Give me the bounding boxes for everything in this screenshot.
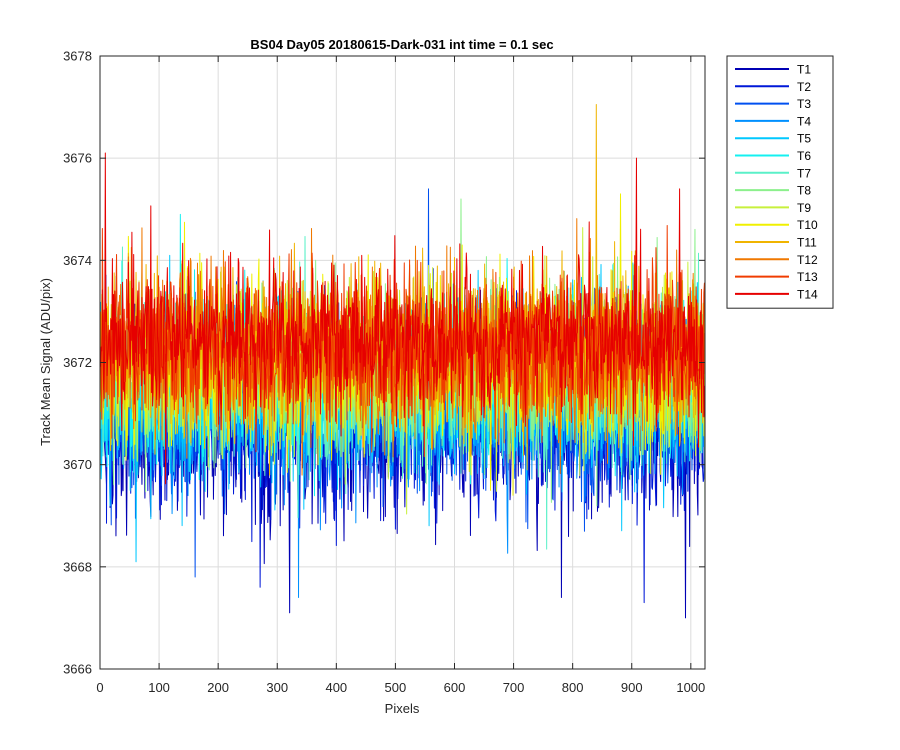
legend-entry: T11 [797,236,817,250]
legend-entry: T10 [797,218,818,232]
x-tick-label: 0 [96,680,103,695]
legend-entry: T9 [797,201,811,215]
axis-ticks: 0 100 200 300 400 500 600 700 800 900 1000 3666 3668… [63,49,705,696]
legend-entry: T8 [797,184,811,198]
y-tick-label: 3678 [63,49,92,64]
legend-entry: T3 [797,97,811,111]
legend-entry: T6 [797,149,811,163]
y-tick-label: 3674 [63,253,92,268]
legend-entry: T7 [797,166,811,180]
y-axis-label: Track Mean Signal (ADU/pix) [38,278,53,446]
legend: T1 T2 T3 T4 T5 T6 T7 T8 T9 T10 T11 T12 T13 T14 [726,55,834,309]
x-tick-label: 1000 [676,680,705,695]
x-tick-label: 900 [621,680,643,695]
plot-area: 0 100 200 300 400 500 600 700 800 900 1000 3666 3668… [63,49,706,696]
y-tick-label: 3676 [63,151,92,166]
x-tick-label: 600 [444,680,466,695]
legend-entry: T14 [797,287,818,301]
legend-box [726,55,834,309]
x-tick-label: 400 [325,680,347,695]
legend-entry: T13 [797,270,818,284]
legend-entry: T1 [797,63,811,77]
x-axis-label: Pixels [385,701,420,716]
legend-entry: T12 [797,253,818,267]
y-tick-label: 3672 [63,355,92,370]
y-tick-label: 3670 [63,457,92,472]
y-tick-label: 3666 [63,662,92,677]
x-tick-label: 200 [207,680,229,695]
x-tick-label: 300 [266,680,288,695]
legend-entry: T5 [797,132,811,146]
y-tick-label: 3668 [63,559,92,574]
series-line-t14 [100,152,706,485]
x-tick-label: 500 [385,680,407,695]
legend-entry: T2 [797,80,811,94]
legend-entry: T4 [797,114,811,128]
series-lines [100,104,706,619]
x-tick-label: 100 [148,680,170,695]
x-tick-label: 800 [562,680,584,695]
chart-title: BS04 Day05 20180615-Dark-031 int time = … [250,37,553,52]
x-tick-label: 700 [503,680,525,695]
